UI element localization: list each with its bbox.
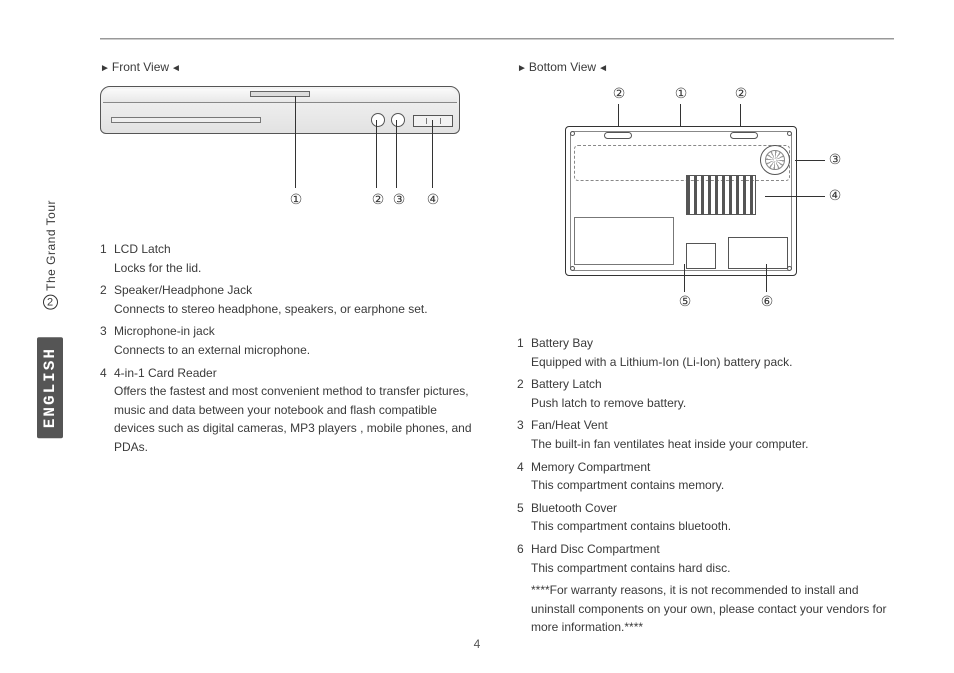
leader-line	[795, 160, 825, 161]
screw-icon	[787, 131, 792, 136]
header-rule	[100, 38, 894, 40]
front-items-list: 1LCD Latch Locks for the lid. 2Speaker/H…	[100, 240, 477, 457]
list-item: 4Memory Compartment This compartment con…	[517, 458, 894, 495]
screw-icon	[570, 131, 575, 136]
fan-vent-icon	[760, 145, 790, 175]
list-item: 3Fan/Heat Vent The built-in fan ventilat…	[517, 416, 894, 453]
chapter-title: The Grand Tour	[44, 200, 58, 291]
screw-icon	[570, 266, 575, 271]
callout-3: ③	[825, 150, 845, 170]
item-title: Battery Latch	[531, 377, 602, 391]
item-desc: The built-in fan ventilates heat inside …	[517, 435, 894, 454]
item-title: Microphone-in jack	[114, 324, 215, 338]
bottom-view-figure: ② ① ② ③	[547, 86, 847, 316]
item-title: Speaker/Headphone Jack	[114, 283, 252, 297]
battery-bay-icon	[574, 145, 790, 181]
item-title: Battery Bay	[531, 336, 593, 350]
battery-latch-icon	[604, 132, 632, 139]
item-title: LCD Latch	[114, 242, 171, 256]
item-title: Fan/Heat Vent	[531, 418, 608, 432]
warranty-note: ****For warranty reasons, it is not reco…	[517, 581, 894, 637]
front-view-title: Front View	[100, 60, 477, 74]
item-number: 4	[517, 458, 531, 477]
list-item: 1Battery Bay Equipped with a Lithium-Ion…	[517, 334, 894, 371]
bottom-view-title: Bottom View	[517, 60, 894, 74]
page-number: 4	[474, 637, 481, 651]
callout-2: ②	[368, 190, 388, 210]
optical-slot-icon	[111, 117, 261, 123]
callout-5: ⑤	[675, 292, 695, 312]
leader-line	[765, 196, 825, 197]
language-badge: ENGLISH	[37, 337, 63, 438]
side-margin: 2 The Grand Tour ENGLISH	[20, 200, 80, 438]
item-title: 4-in-1 Card Reader	[114, 366, 217, 380]
item-number: 3	[517, 416, 531, 435]
right-column: Bottom View ② ① ②	[517, 60, 894, 637]
content-columns: Front View ① ② ③ ④ 1LCD Latch Locks for	[100, 60, 894, 637]
hdd-compartment-icon	[728, 237, 788, 269]
memory-grille-icon	[686, 175, 756, 215]
item-desc: Equipped with a Lithium-Ion (Li-Ion) bat…	[517, 353, 894, 372]
list-item: 6Hard Disc Compartment This compartment …	[517, 540, 894, 577]
headphone-jack-icon	[371, 113, 385, 127]
item-desc: This compartment contains hard disc.	[517, 559, 894, 578]
item-desc: Offers the fastest and most convenient m…	[100, 382, 477, 456]
left-column: Front View ① ② ③ ④ 1LCD Latch Locks for	[100, 60, 477, 637]
battery-latch-icon	[730, 132, 758, 139]
list-item: 44-in-1 Card Reader Offers the fastest a…	[100, 364, 477, 457]
callout-4: ④	[423, 190, 443, 210]
list-item: 2Battery Latch Push latch to remove batt…	[517, 375, 894, 412]
item-number: 5	[517, 499, 531, 518]
lcd-latch-icon	[250, 91, 310, 97]
chapter-number: 2	[43, 295, 58, 310]
item-number: 2	[517, 375, 531, 394]
callout-3: ③	[389, 190, 409, 210]
callout-6: ⑥	[757, 292, 777, 312]
item-number: 1	[100, 240, 114, 259]
list-item: 2Speaker/Headphone Jack Connects to ster…	[100, 281, 477, 318]
item-number: 4	[100, 364, 114, 383]
microphone-jack-icon	[391, 113, 405, 127]
item-title: Memory Compartment	[531, 460, 650, 474]
item-desc: Locks for the lid.	[100, 259, 477, 278]
leader-line	[766, 264, 767, 292]
item-desc: This compartment contains bluetooth.	[517, 517, 894, 536]
list-item: 1LCD Latch Locks for the lid.	[100, 240, 477, 277]
leader-line	[396, 120, 397, 188]
memory-compartment-icon	[574, 217, 674, 265]
callout-1: ①	[671, 84, 691, 104]
laptop-bottom-outline	[565, 126, 797, 276]
item-desc: This compartment contains memory.	[517, 476, 894, 495]
item-title: Bluetooth Cover	[531, 501, 617, 515]
item-number: 1	[517, 334, 531, 353]
callout-1: ①	[286, 190, 306, 210]
callout-2: ②	[731, 84, 751, 104]
laptop-front-outline	[100, 86, 460, 134]
card-reader-icon	[413, 115, 453, 127]
leader-line	[432, 120, 433, 188]
item-number: 3	[100, 322, 114, 341]
item-number: 6	[517, 540, 531, 559]
front-view-figure: ① ② ③ ④	[100, 86, 460, 216]
item-number: 2	[100, 281, 114, 300]
leader-line	[295, 96, 296, 188]
item-title: Hard Disc Compartment	[531, 542, 660, 556]
leader-line	[684, 264, 685, 292]
bottom-items-list: 1Battery Bay Equipped with a Lithium-Ion…	[517, 334, 894, 577]
chapter-label: 2 The Grand Tour	[43, 200, 58, 314]
item-desc: Connects to stereo headphone, speakers, …	[100, 300, 477, 319]
callout-4: ④	[825, 186, 845, 206]
item-desc: Connects to an external microphone.	[100, 341, 477, 360]
list-item: 5Bluetooth Cover This compartment contai…	[517, 499, 894, 536]
callout-2: ②	[609, 84, 629, 104]
list-item: 3Microphone-in jack Connects to an exter…	[100, 322, 477, 359]
bluetooth-cover-icon	[686, 243, 716, 269]
item-desc: Push latch to remove battery.	[517, 394, 894, 413]
leader-line	[376, 120, 377, 188]
